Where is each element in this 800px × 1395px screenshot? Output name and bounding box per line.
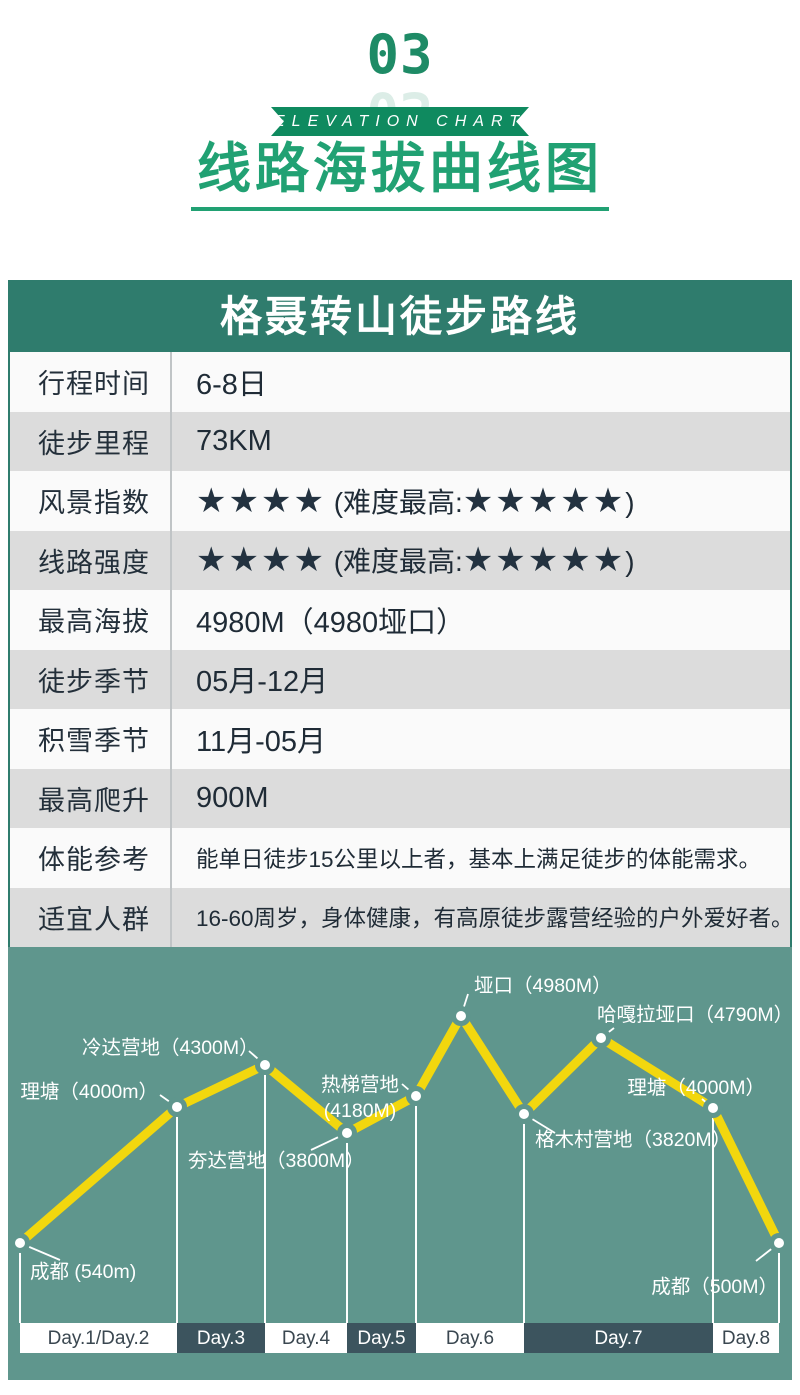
waypoint-dot [255, 1055, 275, 1075]
row-label: 行程时间 [10, 352, 172, 412]
page-title: 线路海拔曲线图 [0, 139, 800, 212]
row-value: 4980M（4980垭口） [196, 606, 466, 639]
row-value: 11月-05月 [196, 725, 327, 758]
row-value: ★★★★ (难度最高:★★★★★) [172, 481, 790, 521]
row-label: 徒步季节 [10, 649, 172, 709]
chart-background [8, 947, 792, 1380]
table-rows: 行程时间 6-8日 徒步里程 73KM 风景指数 ★★★★ (难度最高:★★★★★) 线路强… [10, 352, 794, 947]
waypoint-dot [406, 1086, 426, 1106]
waypoint-dot [337, 1123, 357, 1143]
waypoint-dot [167, 1097, 187, 1117]
table-row: 体能参考 能单日徒步15公里以上者，基本上满足徒步的体能需求。 [10, 828, 790, 888]
day-segment [20, 1323, 177, 1353]
day-label: Day.3 [197, 1328, 245, 1349]
day-segment [713, 1323, 779, 1353]
day-label: Day.6 [446, 1328, 494, 1349]
waypoint-dot [10, 1233, 30, 1253]
table-row: 行程时间 6-8日 [10, 352, 790, 412]
table-row: 徒步季节 05月-12月 [10, 649, 790, 709]
row-value: 900M [196, 781, 269, 814]
page-title-text: 线路海拔曲线图 [191, 139, 609, 212]
section-number: 03 [366, 23, 434, 86]
star-rating: ★★★★ [196, 541, 326, 580]
row-label: 最高海拔 [10, 590, 172, 650]
waypoint-dot [451, 1006, 471, 1026]
day-label: Day.4 [282, 1328, 331, 1349]
day-segment [177, 1323, 265, 1353]
table-row: 徒步里程 73KM [10, 411, 790, 471]
waypoint-label: 哈嘎拉垭口（4790M） [597, 1004, 792, 1026]
row-label: 徒步里程 [10, 411, 172, 471]
table-row: 最高爬升 900M [10, 768, 790, 828]
elevation-line [17, 1011, 784, 1247]
day-segment [416, 1323, 524, 1353]
rating-note: (难度最高: [325, 486, 463, 518]
elevation-chart: Day.1/Day.2 Day.3 Day.4 Day.5 Day.6 Day.7 Day.… [8, 947, 792, 1380]
row-value: 能单日徒步15公里以上者，基本上满足徒步的体能需求。 [196, 846, 762, 872]
row-value: 16-60周岁，身体健康，有高原徒步露营经验的户外爱好者。 [196, 906, 794, 932]
waypoint-label: 理塘（4000M） [627, 1077, 765, 1099]
elevation-chart-svg: Day.1/Day.2 Day.3 Day.4 Day.5 Day.6 Day.7 Day.… [8, 947, 792, 1380]
row-label: 线路强度 [10, 530, 172, 590]
ribbon-label: ELEVATION CHART [274, 112, 526, 130]
table-row: 最高海拔 4980M（4980垭口） [10, 590, 790, 650]
waypoint-label: 格木村营地（3820M） [535, 1129, 731, 1151]
rating-note: ) [625, 486, 635, 518]
day-label: Day.1/Day.2 [48, 1328, 150, 1349]
hero-section: 03 03 ELEVATION CHART 线路海拔曲线图 [0, 0, 800, 278]
row-label: 体能参考 [10, 828, 172, 888]
waypoint-label: 垭口（4980M） [474, 975, 612, 997]
waypoint-label: 理塘（4000m） [20, 1081, 158, 1103]
table-row: 积雪季节 11月-05月 [10, 709, 790, 769]
row-label: 风景指数 [10, 471, 172, 531]
day-label: Day.7 [594, 1328, 642, 1349]
waypoint-dot [591, 1028, 611, 1048]
waypoint-label: 冷达营地（4300M） [82, 1037, 259, 1059]
waypoint-dot [769, 1233, 789, 1253]
table-row: 风景指数 ★★★★ (难度最高:★★★★★) [10, 471, 790, 531]
table-row: 线路强度 ★★★★ (难度最高:★★★★★) [10, 530, 790, 590]
rating-note: (难度最高: [325, 546, 463, 578]
waypoint-label: (4180M) [324, 1100, 397, 1122]
waypoint-label: 夯达营地（3800M） [188, 1150, 365, 1172]
day-segment [265, 1323, 347, 1353]
route-info-table: 格聂转山徒步路线 行程时间 6-8日 徒步里程 73KM 风景指数 ★★★★ (难度最高:… [8, 280, 794, 949]
star-rating: ★★★★★ [462, 481, 626, 520]
row-value: 6-8日 [196, 368, 267, 401]
waypoint-label: 热梯营地 [321, 1074, 399, 1096]
day-label: Day.5 [357, 1328, 405, 1349]
table-row: 适宜人群 16-60周岁，身体健康，有高原徒步露营经验的户外爱好者。 [10, 887, 794, 947]
waypoint-label: 成都 (540m) [30, 1261, 136, 1283]
day-segment [347, 1323, 416, 1353]
star-rating: ★★★★★ [462, 541, 626, 580]
waypoint-dot [703, 1098, 723, 1118]
row-label: 适宜人群 [10, 887, 172, 947]
rating-note: ) [625, 546, 635, 578]
day-label: Day.8 [722, 1328, 770, 1349]
waypoint-label: 成都（500M） [651, 1276, 778, 1298]
star-rating: ★★★★ [196, 481, 326, 520]
row-label: 最高爬升 [10, 768, 172, 828]
row-label: 积雪季节 [10, 709, 172, 769]
table-title: 格聂转山徒步路线 [10, 282, 790, 352]
waypoint-dot [514, 1104, 534, 1124]
elevation-chart-ribbon: ELEVATION CHART [271, 107, 529, 136]
row-value: 05月-12月 [196, 666, 329, 699]
row-value: 73KM [196, 424, 272, 457]
day-segment [524, 1323, 713, 1353]
row-value: ★★★★ (难度最高:★★★★★) [172, 540, 790, 580]
